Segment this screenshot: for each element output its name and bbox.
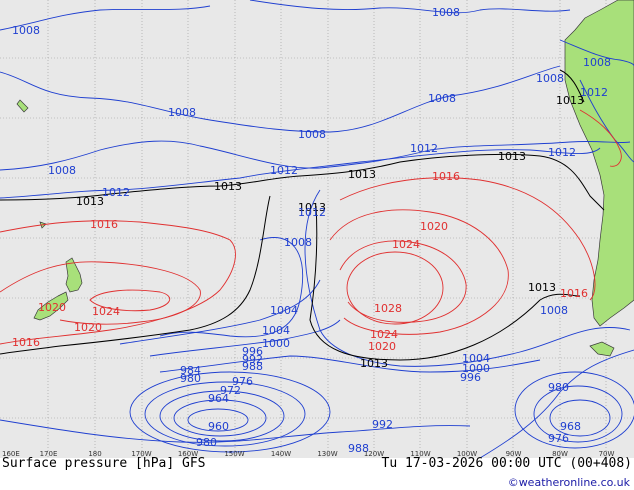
new-zealand-south-island [33,291,69,321]
lon-tick-label: 180 [88,450,101,458]
valid-time: Tu 17-03-2026 00:00 UTC (00+408) [382,456,632,471]
label-1024: 1024 [392,238,420,251]
label-1008: 1008 [48,164,76,177]
lon-tick-label: 170E [40,450,58,458]
label-1008: 1008 [536,72,564,85]
label-1028: 1028 [374,302,402,315]
label-1013: 1013 [214,180,242,193]
lon-tick-label: 160W [178,450,198,458]
label-1004: 1004 [462,352,490,365]
label-1013: 1013 [528,281,556,294]
label-1012: 1012 [298,206,326,219]
lon-tick-label: 80W [552,450,568,458]
label-1008: 1008 [12,24,40,37]
label-1012: 1012 [548,146,576,159]
label-1016: 1016 [432,170,460,183]
product-title: Surface pressure [hPa] GFS [2,456,206,471]
label-1013: 1013 [556,94,584,107]
label-1016: 1016 [90,218,118,231]
footer-background [0,458,634,490]
label-1012: 1012 [410,142,438,155]
isobars-low [0,0,634,459]
label-1020: 1020 [38,301,66,314]
lon-tick-label: 140W [271,450,291,458]
label-1012: 1012 [270,164,298,177]
label-984: 984 [180,364,201,377]
lon-tick-label: 90W [506,450,522,458]
isobars-high [0,109,622,345]
lon-tick-label: 160E [2,450,20,458]
label-988: 988 [242,360,263,373]
label-980: 980 [196,436,217,449]
small-island-nc [16,99,29,113]
label-1008: 1008 [284,236,312,249]
label-968: 968 [560,420,581,433]
label-1004: 1004 [262,324,290,337]
label-980: 980 [180,372,201,385]
graticule [0,0,634,458]
isobar-1013 [0,69,605,361]
label-960: 960 [208,420,229,433]
label-1008: 1008 [583,56,611,69]
label-1020: 1020 [420,220,448,233]
label-1016: 1016 [12,336,40,349]
label-1004: 1004 [270,304,298,317]
label-1012: 1012 [102,186,130,199]
label-1013: 1013 [298,201,326,214]
label-1008: 1008 [432,6,460,19]
label-980: 980 [548,381,569,394]
label-1012: 1012 [580,86,608,99]
label-1013: 1013 [76,195,104,208]
label-1013: 1013 [360,357,388,370]
label-1020: 1020 [368,340,396,353]
label-1000: 1000 [462,362,490,375]
lon-tick-label: 150W [224,450,244,458]
label-988: 988 [348,442,369,455]
lon-tick-label: 100W [457,450,477,458]
lon-tick-label: 130W [317,450,337,458]
label-1020: 1020 [74,321,102,334]
label-1008: 1008 [540,304,568,317]
label-996: 996 [242,345,263,358]
lon-tick-label: 120W [364,450,384,458]
label-1024: 1024 [370,328,398,341]
label-976: 976 [548,432,569,445]
isobar-labels: 1008 1008 1008 1008 1008 1008 1008 1008 … [12,6,611,455]
longitude-ticks: 160E 170E 180 170W 160W 150W 140W 130W 120W 110W 1… [2,450,614,458]
new-zealand-north-island [65,257,83,293]
label-964: 964 [208,392,229,405]
label-1000: 1000 [262,337,290,350]
label-996: 996 [460,371,481,384]
label-1008: 1008 [168,106,196,119]
credit-link[interactable]: ©weatheronline.co.uk [508,476,631,489]
label-972: 972 [220,384,241,397]
lon-tick-label: 170W [131,450,151,458]
lon-tick-label: 70W [599,450,615,458]
land [16,0,634,357]
label-992: 992 [242,353,263,366]
label-1013: 1013 [498,150,526,163]
label-1008: 1008 [428,92,456,105]
label-1024: 1024 [92,305,120,318]
label-992: 992 [372,418,393,431]
label-1008: 1008 [298,128,326,141]
label-1016: 1016 [560,287,588,300]
label-976: 976 [232,375,253,388]
label-1013: 1013 [348,168,376,181]
lon-tick-label: 110W [410,450,430,458]
tierra-del-fuego [589,341,615,357]
